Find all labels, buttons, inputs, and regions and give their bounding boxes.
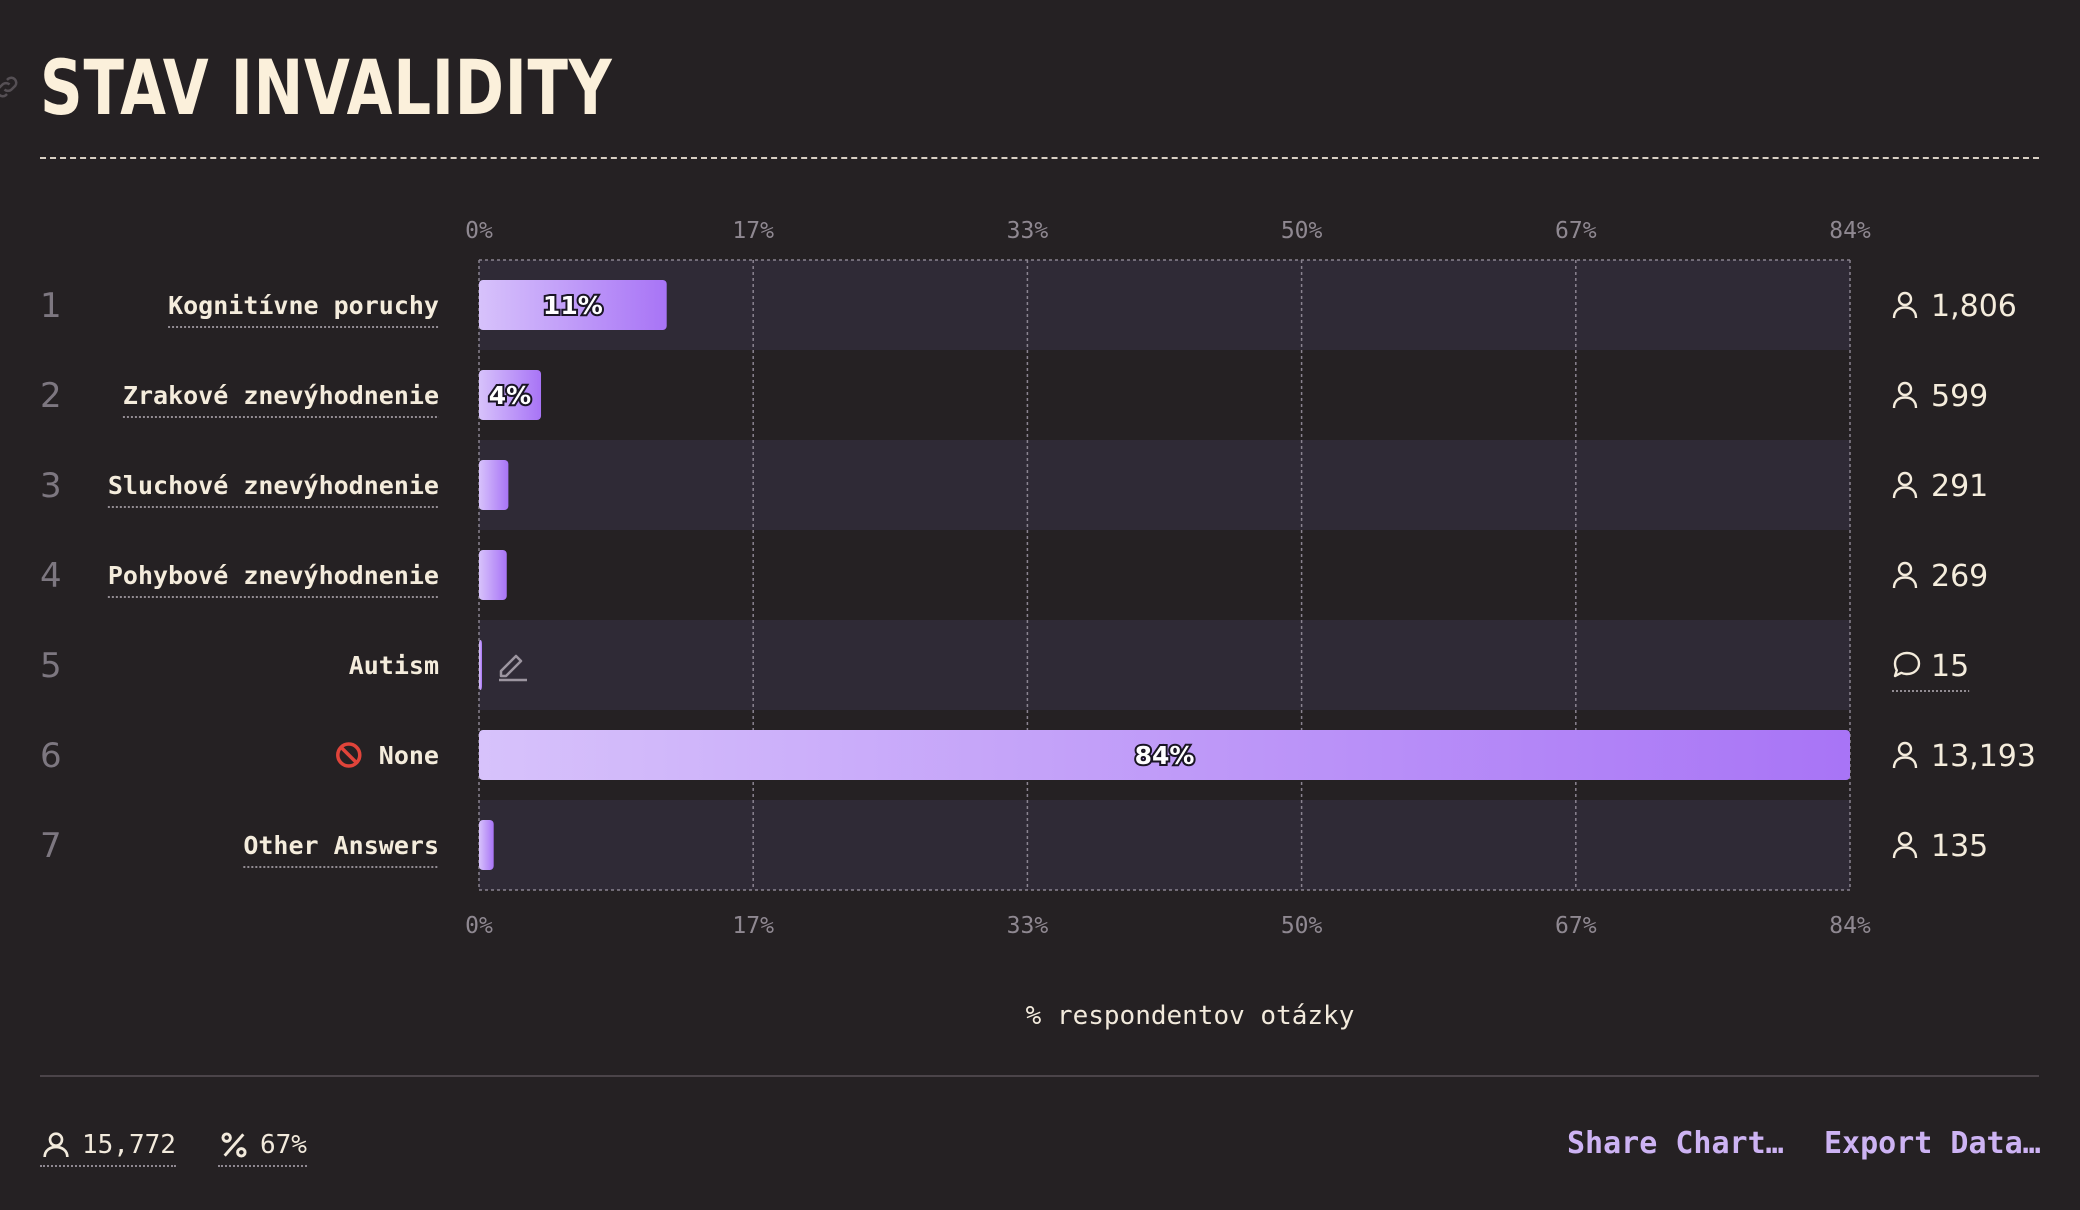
category-label[interactable]: None xyxy=(379,741,439,770)
row-band xyxy=(479,800,1850,890)
rank-number: 2 xyxy=(40,376,62,416)
bar[interactable] xyxy=(479,370,542,420)
chart-title: STAV INVALIDITY xyxy=(40,43,613,132)
no-entry-icon xyxy=(336,742,362,768)
rank-number: 5 xyxy=(40,646,62,686)
x-tick-label-top: 0% xyxy=(465,218,493,244)
category-label[interactable]: Pohybové znevýhodnenie xyxy=(108,561,439,590)
rank-number: 6 xyxy=(40,736,62,776)
user-icon xyxy=(1892,471,1918,499)
bar[interactable] xyxy=(479,640,482,690)
rank-number: 3 xyxy=(40,466,62,506)
export-data-link[interactable]: Export Data… xyxy=(1824,1126,2041,1161)
x-tick-label-top: 50% xyxy=(1281,218,1323,244)
x-tick-label-top: 67% xyxy=(1555,218,1597,244)
link-icon[interactable] xyxy=(0,72,22,102)
bar[interactable] xyxy=(479,460,509,510)
x-tick-label-bottom: 50% xyxy=(1281,913,1323,939)
category-label[interactable]: Other Answers xyxy=(243,831,439,860)
x-tick-label-bottom: 33% xyxy=(1007,913,1049,939)
bar-percent-label: 4% xyxy=(489,381,531,410)
bar[interactable] xyxy=(479,550,507,600)
user-icon xyxy=(1892,741,1918,769)
x-tick-label-top: 33% xyxy=(1007,218,1049,244)
user-icon xyxy=(1892,381,1918,409)
x-tick-label-top: 17% xyxy=(732,218,774,244)
bar-percent-label: 84% xyxy=(1135,741,1195,770)
bar[interactable] xyxy=(479,280,667,330)
edit-icon[interactable] xyxy=(499,654,527,682)
share-chart-link[interactable]: Share Chart… xyxy=(1567,1126,1784,1161)
rank-number: 1 xyxy=(40,286,62,326)
respondent-count: 291 xyxy=(1931,469,1988,504)
percent-icon xyxy=(221,1132,247,1158)
bar[interactable] xyxy=(479,820,494,870)
bar-chart: 11% 4% 84% 1 Kognitívne poruchy 1,806 2 Zrakov… xyxy=(40,218,2036,1031)
respondent-count: 135 xyxy=(1931,829,1988,864)
bar-percent-label: 11% xyxy=(543,291,603,320)
bar[interactable] xyxy=(479,730,1850,780)
respondent-count: 1,806 xyxy=(1931,289,2017,324)
respondent-count: 269 xyxy=(1931,559,1988,594)
x-tick-label-bottom: 0% xyxy=(465,913,493,939)
respondent-count: 599 xyxy=(1931,379,1988,414)
row-band xyxy=(479,620,1850,710)
respondent-count: 15 xyxy=(1931,649,1969,684)
x-axis-label: % respondentov otázky xyxy=(1026,1001,1355,1031)
rank-number: 7 xyxy=(40,826,62,866)
x-tick-label-bottom: 17% xyxy=(732,913,774,939)
user-icon xyxy=(1892,561,1918,589)
x-tick-label-top: 84% xyxy=(1829,218,1871,244)
category-label[interactable]: Sluchové znevýhodnenie xyxy=(108,471,439,500)
rank-number: 4 xyxy=(40,556,62,596)
row-band xyxy=(479,440,1850,530)
user-icon xyxy=(1892,291,1918,319)
percent-stat[interactable]: 67% xyxy=(218,1125,307,1167)
respondents-stat[interactable]: 15,772 xyxy=(40,1125,176,1167)
category-label[interactable]: Zrakové znevýhodnenie xyxy=(123,381,439,410)
category-label[interactable]: Kognitívne poruchy xyxy=(168,291,439,320)
respondents-count: 15,772 xyxy=(82,1130,176,1160)
x-tick-label-bottom: 67% xyxy=(1555,913,1597,939)
respondent-count: 13,193 xyxy=(1931,739,2036,774)
row-band xyxy=(479,260,1850,350)
title-divider xyxy=(40,157,2039,159)
comment-icon xyxy=(1893,651,1921,678)
category-label[interactable]: Autism xyxy=(349,651,439,680)
footer-divider xyxy=(40,1075,2039,1077)
user-icon xyxy=(1892,831,1918,859)
x-tick-label-bottom: 84% xyxy=(1829,913,1871,939)
user-icon xyxy=(43,1132,69,1158)
percent-value: 67% xyxy=(260,1130,307,1160)
